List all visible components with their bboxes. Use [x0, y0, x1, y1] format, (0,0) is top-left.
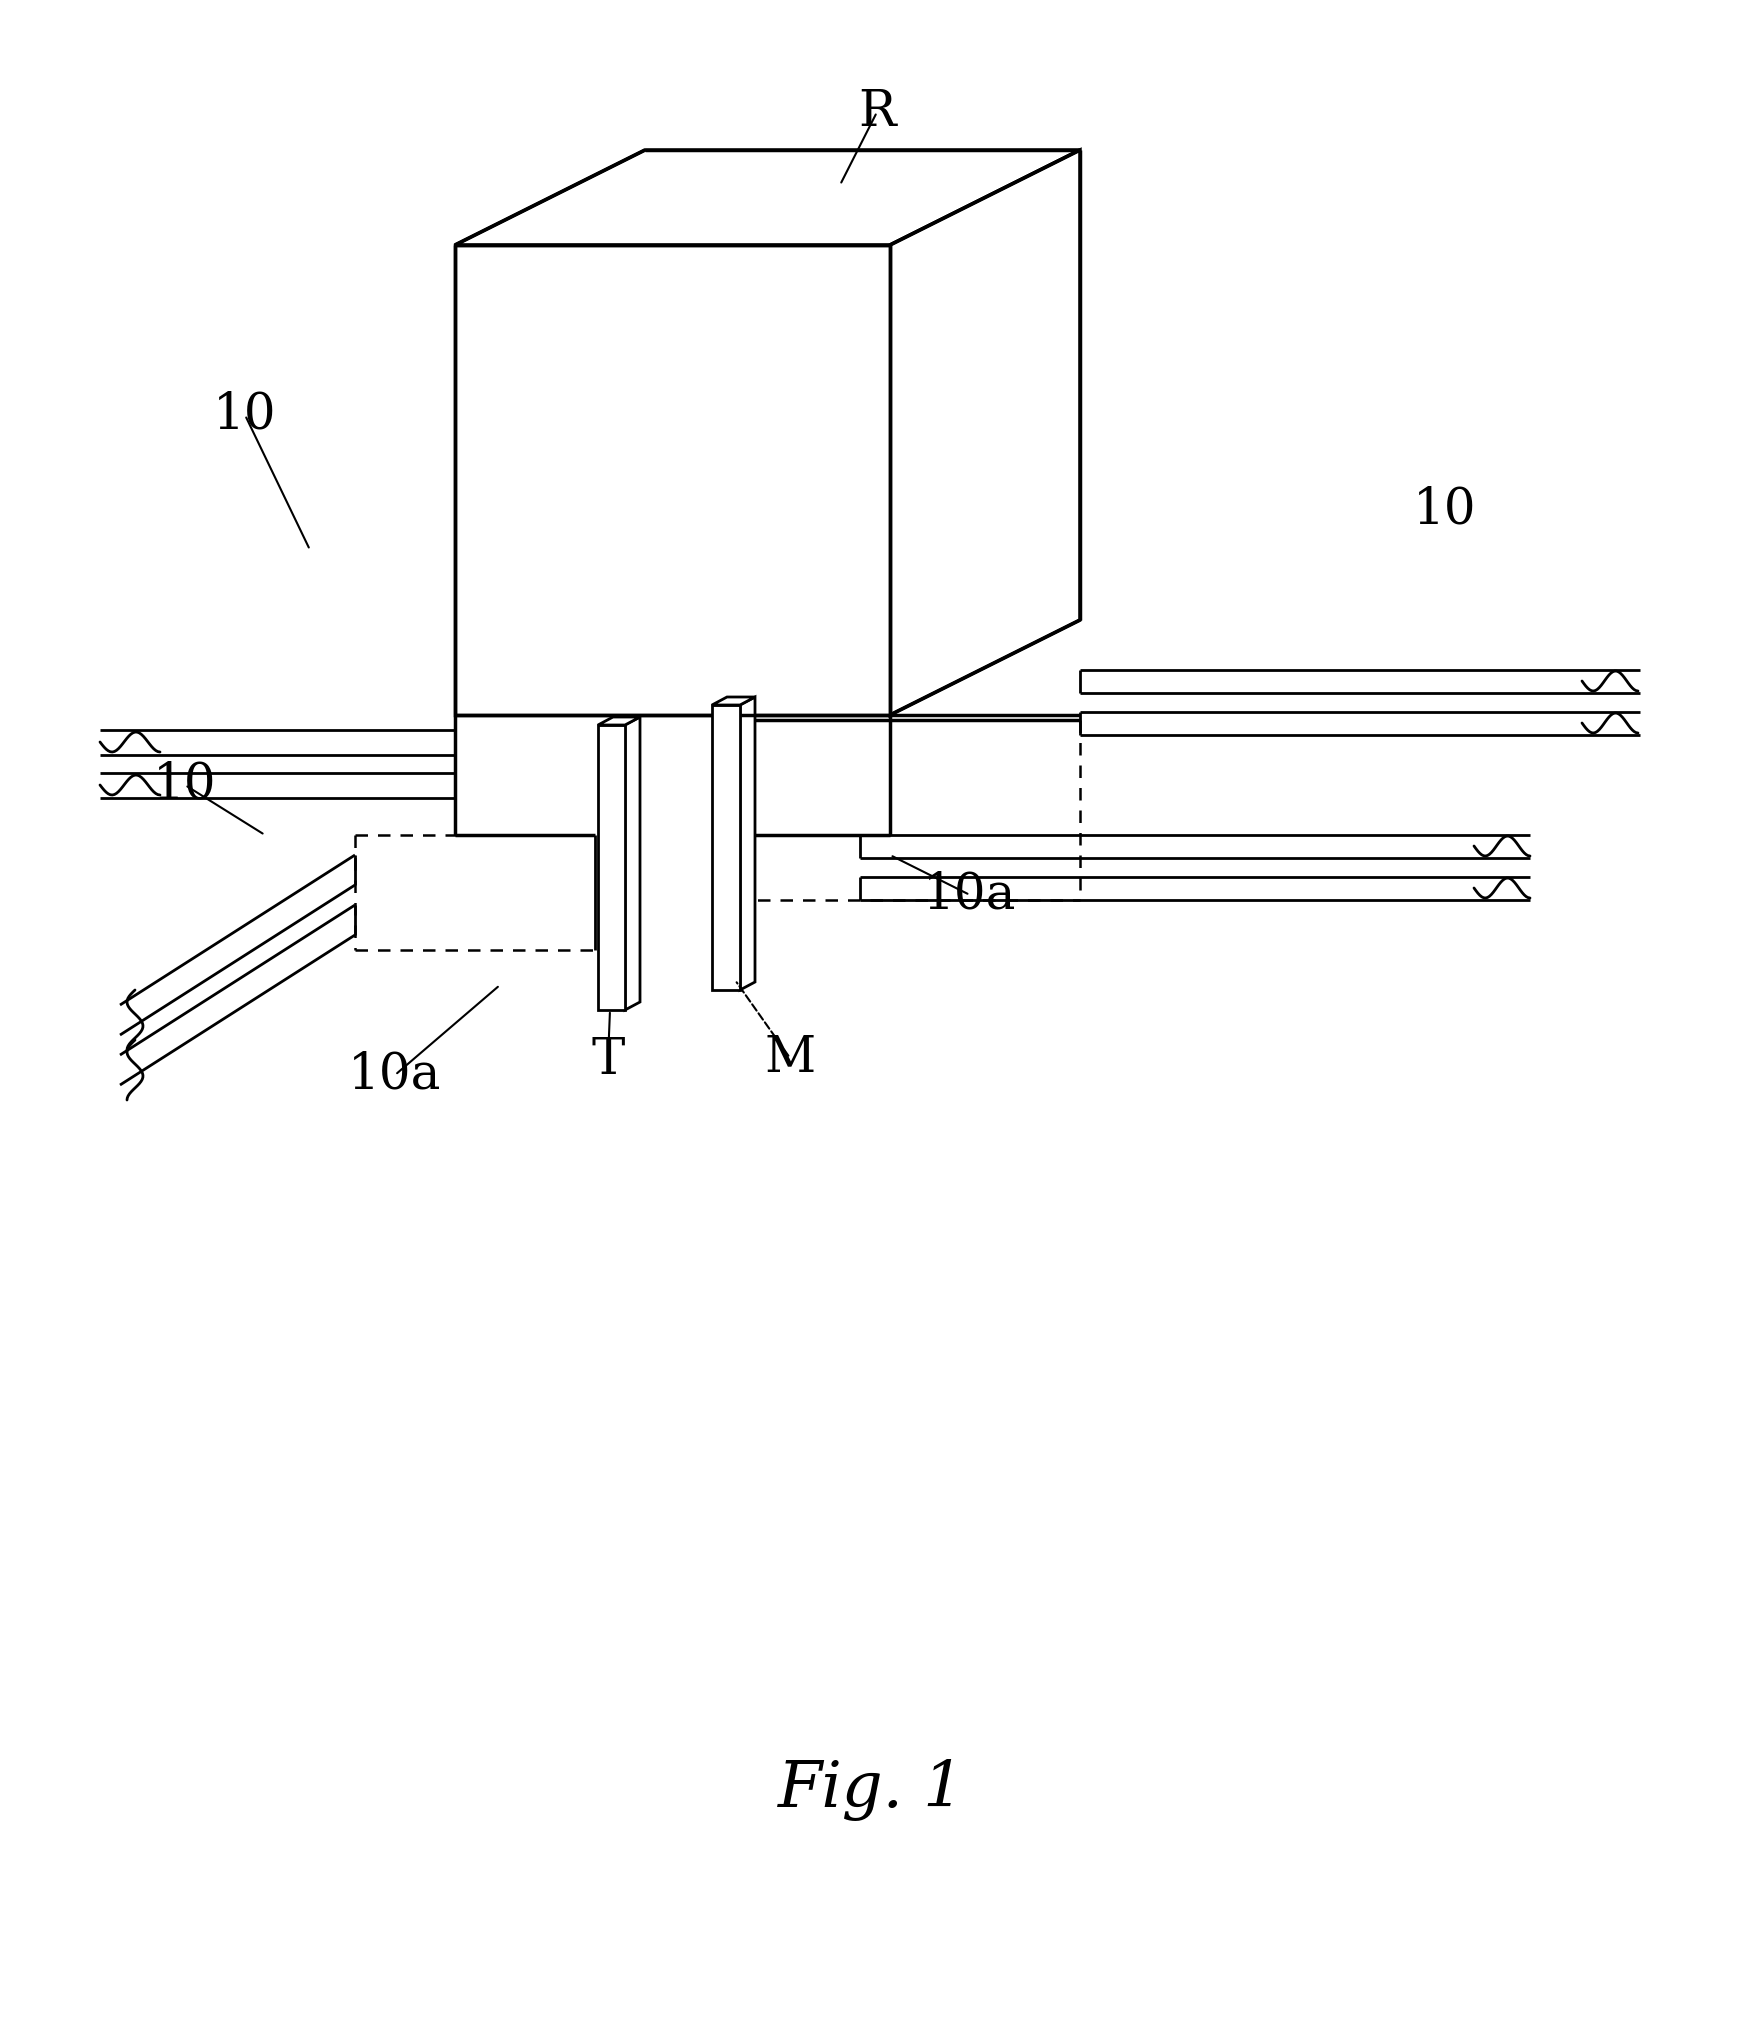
Polygon shape: [711, 697, 755, 705]
Polygon shape: [891, 149, 1081, 715]
Text: 10a: 10a: [924, 870, 1016, 921]
Polygon shape: [711, 705, 741, 989]
Polygon shape: [598, 717, 640, 725]
Text: Fig. 1: Fig. 1: [777, 1759, 964, 1821]
Text: R: R: [858, 87, 896, 137]
Text: 10a: 10a: [349, 1050, 441, 1100]
Polygon shape: [626, 717, 640, 1010]
Polygon shape: [455, 149, 1081, 244]
Polygon shape: [455, 244, 891, 715]
Polygon shape: [598, 725, 626, 1010]
Text: 10: 10: [213, 390, 277, 440]
Text: T: T: [591, 1036, 624, 1084]
Text: 10: 10: [153, 761, 216, 810]
Polygon shape: [741, 697, 755, 989]
Text: 10: 10: [1414, 485, 1476, 535]
Text: M: M: [765, 1034, 816, 1082]
